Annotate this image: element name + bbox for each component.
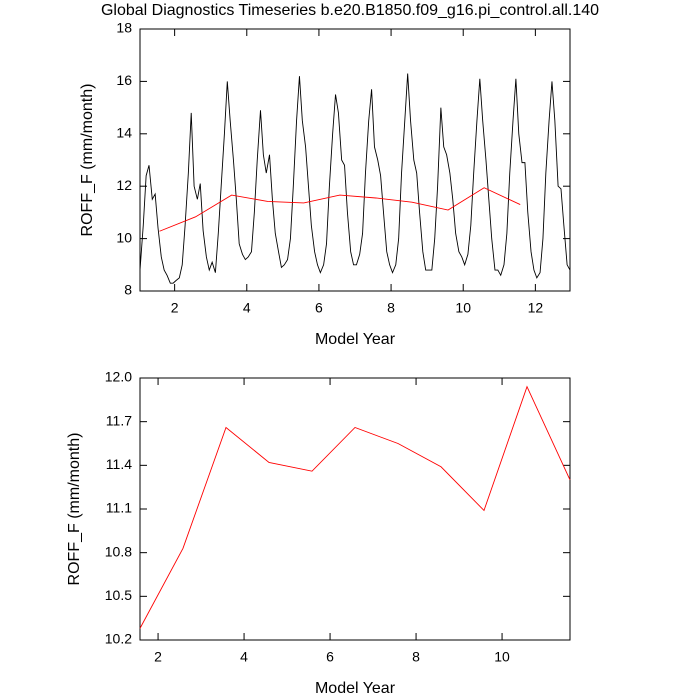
- y-tick-label: 11.1: [106, 500, 132, 516]
- y-tick-label: 10: [116, 229, 132, 245]
- data-line: [159, 187, 521, 232]
- x-tick-label: 10: [494, 649, 510, 665]
- x-axis-title: Model Year: [315, 331, 396, 348]
- y-tick-label: 10.5: [105, 587, 132, 603]
- x-tick-label: 2: [171, 300, 179, 316]
- y-axis-title: ROFF_F (mm/month): [79, 84, 96, 237]
- plot-frame: [139, 377, 571, 641]
- y-tick-label: 8: [124, 282, 132, 298]
- y-tick-label: 18: [116, 20, 132, 36]
- data-line: [139, 73, 571, 284]
- y-tick-label: 12.0: [105, 369, 132, 385]
- data-line: [139, 385, 571, 629]
- x-tick-label: 4: [243, 300, 251, 316]
- y-tick-label: 10.8: [105, 543, 132, 559]
- x-axis-title: Model Year: [315, 680, 396, 697]
- y-axis-title: ROFF_F (mm/month): [66, 433, 83, 586]
- y-tick-label: 11.4: [106, 456, 132, 472]
- chart-title: Global Diagnostics Timeseries b.e20.B185…: [101, 2, 599, 19]
- x-tick-label: 4: [240, 649, 248, 665]
- x-tick-label: 8: [387, 300, 395, 316]
- x-tick-label: 6: [315, 300, 323, 316]
- y-tick-label: 11.7: [106, 412, 132, 428]
- y-tick-label: 12: [116, 177, 132, 193]
- x-tick-label: 10: [455, 300, 471, 316]
- x-tick-label: 6: [326, 649, 334, 665]
- y-tick-label: 14: [116, 125, 132, 141]
- x-tick-label: 2: [154, 649, 162, 665]
- x-tick-label: 12: [528, 300, 544, 316]
- plot-frame: [139, 28, 571, 292]
- y-tick-label: 16: [116, 72, 132, 88]
- y-tick-label: 10.2: [105, 631, 132, 647]
- x-tick-label: 8: [412, 649, 420, 665]
